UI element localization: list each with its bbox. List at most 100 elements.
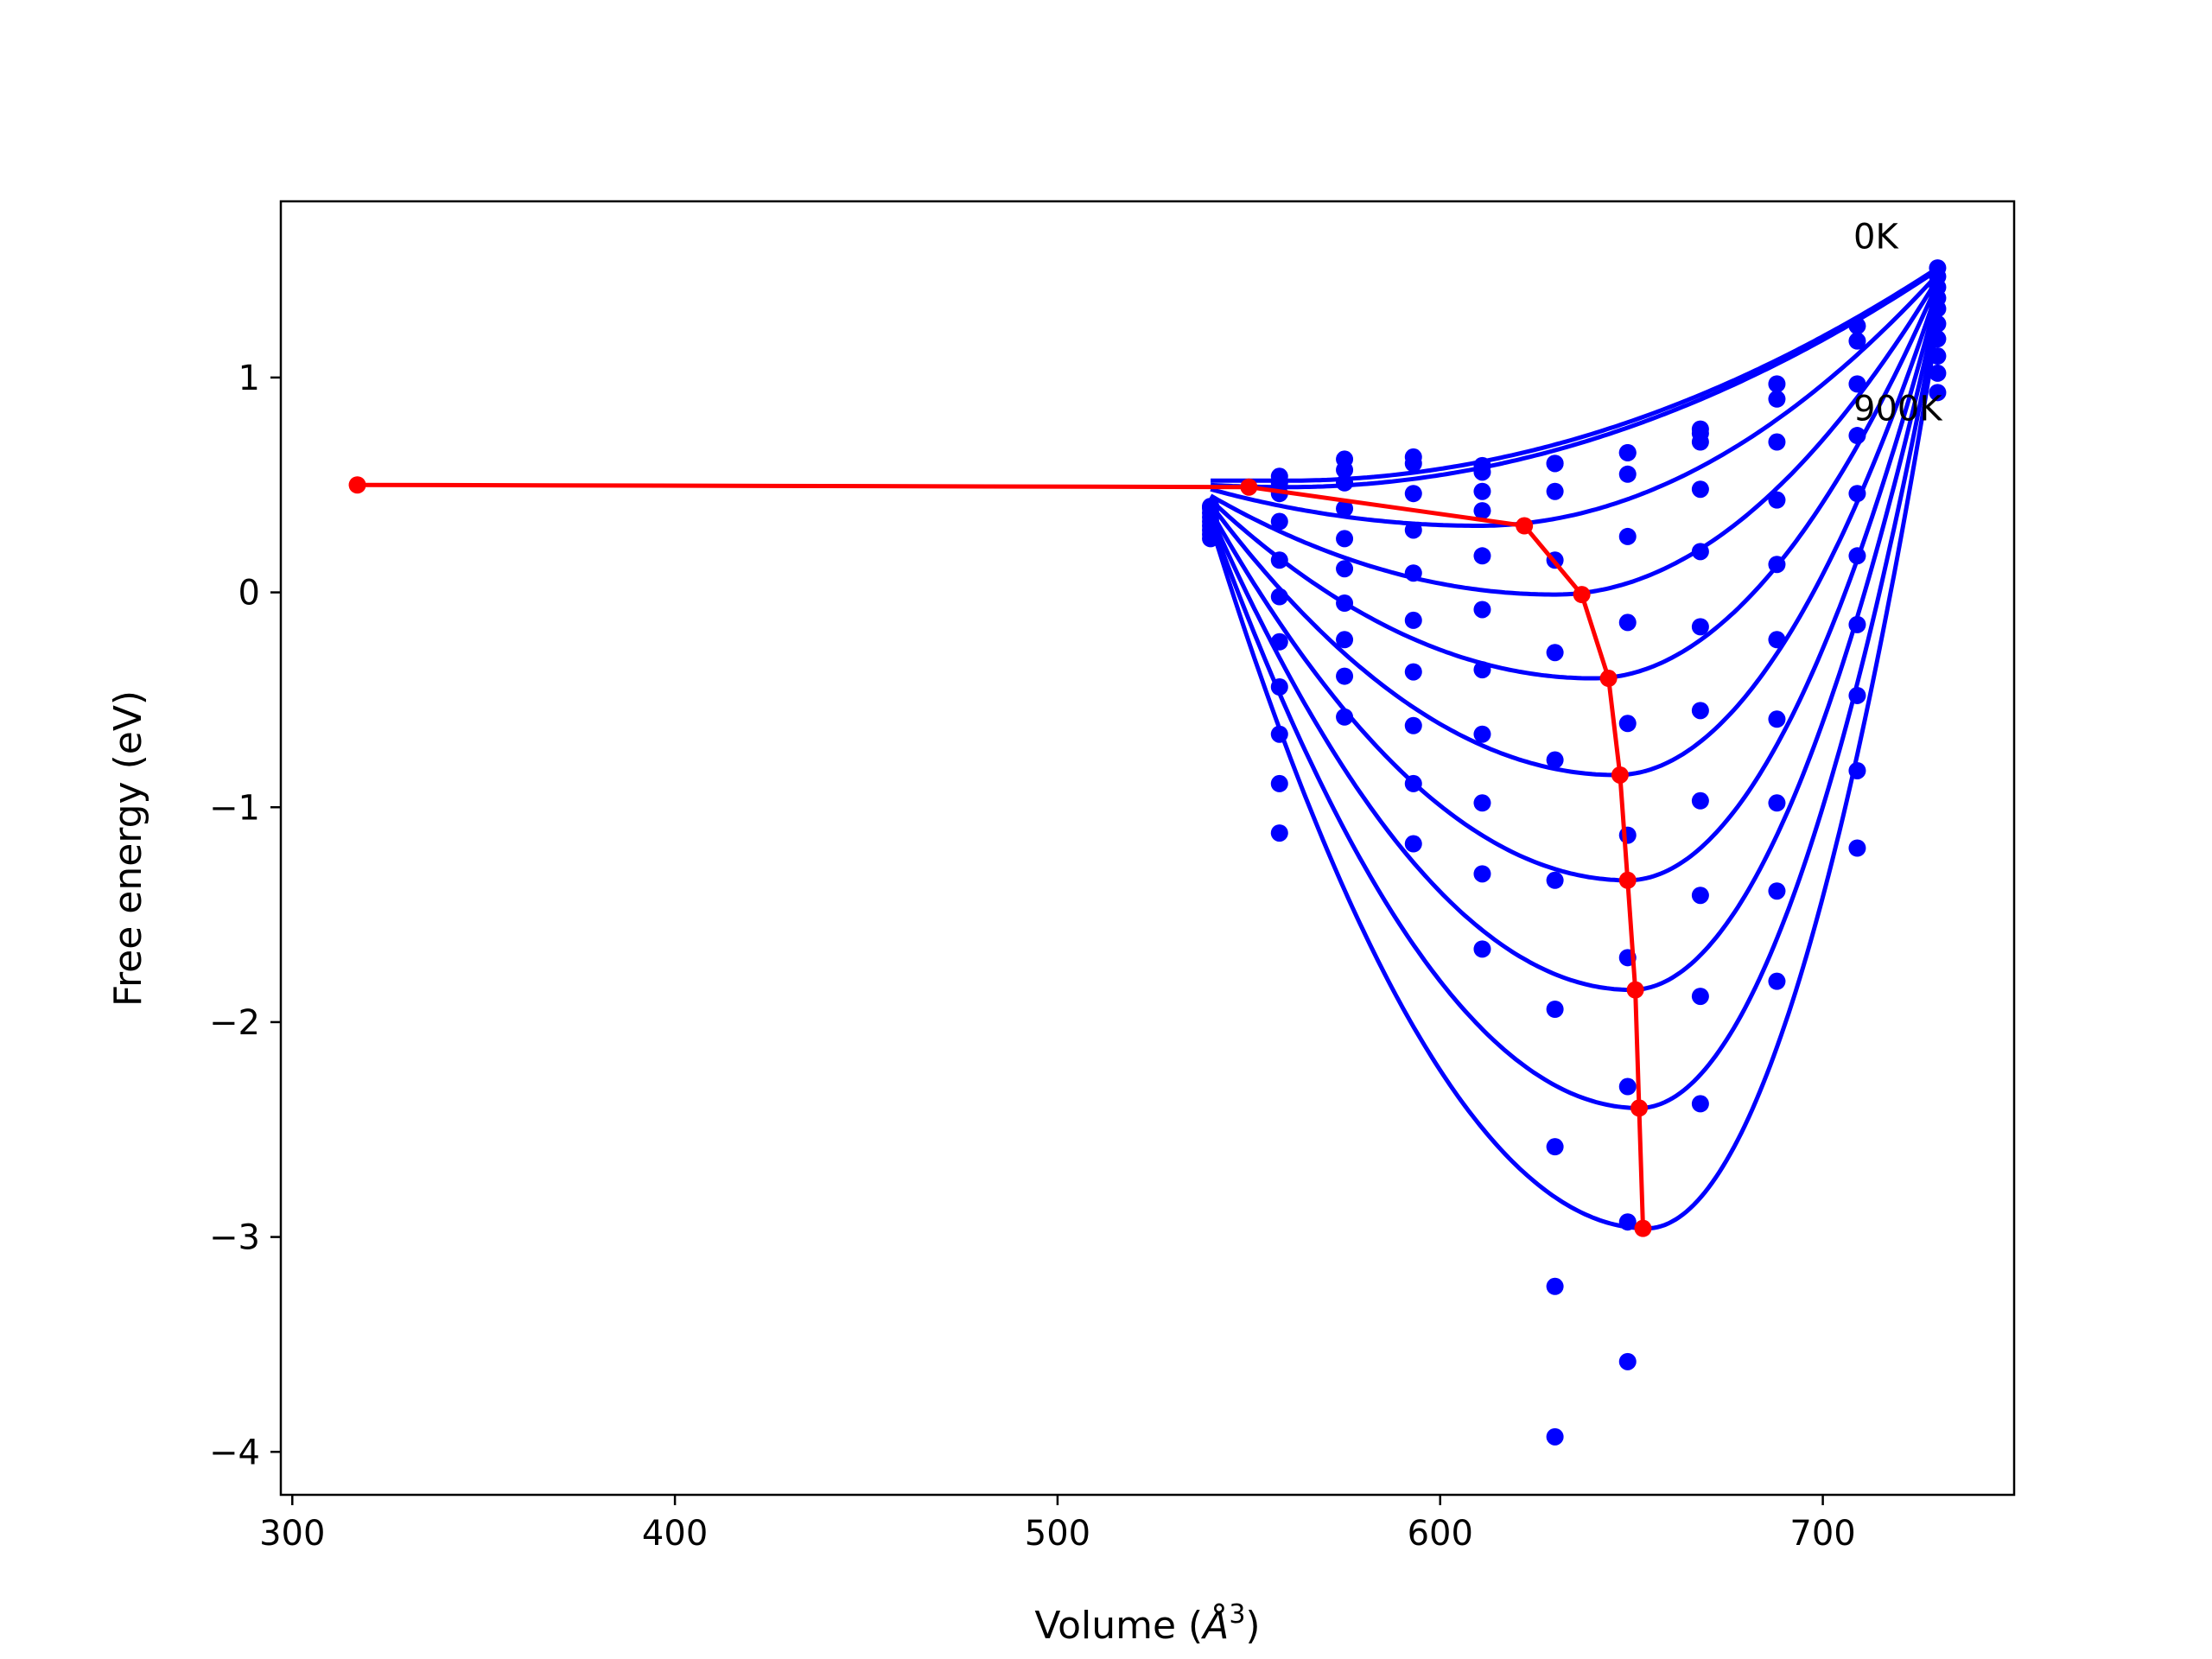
data-point <box>1929 300 1947 318</box>
data-point <box>1546 454 1564 473</box>
equilibrium-point <box>348 476 366 494</box>
data-point <box>1848 761 1866 779</box>
data-point <box>1404 611 1422 629</box>
data-point <box>1691 433 1709 451</box>
x-tick-label: 400 <box>642 1514 708 1554</box>
x-axis: 300 400 500 600 700 <box>259 1495 1856 1554</box>
data-point <box>1546 871 1564 889</box>
data-point <box>1618 826 1637 844</box>
data-point <box>1618 443 1637 461</box>
data-point <box>1270 725 1288 743</box>
x-tick-label: 300 <box>259 1514 325 1554</box>
data-point <box>1691 543 1709 561</box>
data-point <box>1848 332 1866 350</box>
x-axis-title-close: ) <box>1245 1604 1260 1648</box>
equilibrium-line <box>357 482 1645 1229</box>
fit-curve <box>1208 303 1940 993</box>
data-point <box>1336 631 1354 649</box>
x-axis-title-unit: Å <box>1200 1602 1229 1648</box>
data-point <box>1691 988 1709 1006</box>
data-point <box>1473 865 1491 883</box>
fit-curve <box>1209 282 1940 681</box>
data-point <box>1618 715 1637 733</box>
fit-curve <box>1208 295 1940 883</box>
data-point <box>1336 474 1354 492</box>
data-point <box>1618 1213 1637 1231</box>
data-point <box>1404 564 1422 582</box>
equilibrium-point <box>1634 1219 1652 1237</box>
data-point <box>1768 794 1786 812</box>
x-axis-title-text: Volume ( <box>1034 1604 1203 1648</box>
data-point <box>1768 390 1786 408</box>
data-point <box>1768 710 1786 728</box>
data-point <box>1546 751 1564 769</box>
annotations: 0K 900K <box>1853 218 1943 429</box>
data-point <box>1336 708 1354 726</box>
y-axis-title: Free energy (eV) <box>106 690 150 1007</box>
data-point <box>1691 791 1709 810</box>
data-point <box>1473 502 1491 520</box>
data-point <box>1848 375 1866 393</box>
data-point <box>1848 427 1866 445</box>
x-axis-title-exponent: 3 <box>1229 1599 1245 1630</box>
data-point <box>1270 632 1288 651</box>
y-tick-label: 0 <box>238 574 260 613</box>
equilibrium-point <box>1626 981 1644 999</box>
data-point <box>1618 1077 1637 1096</box>
data-point <box>1768 972 1786 990</box>
data-point <box>1929 384 1947 402</box>
data-point <box>1404 521 1422 539</box>
data-point <box>1848 686 1866 704</box>
data-point <box>1473 725 1491 743</box>
plot-frame <box>279 200 2016 1497</box>
data-point <box>1473 463 1491 481</box>
data-point <box>1768 882 1786 900</box>
data-point <box>1270 588 1288 606</box>
data-point <box>1618 613 1637 632</box>
y-tick-label: 1 <box>238 359 260 398</box>
data-point <box>1336 530 1354 548</box>
data-point <box>1270 774 1288 792</box>
fit-curve <box>1211 265 1939 483</box>
data-point <box>1473 661 1491 679</box>
equilibrium-point <box>1516 517 1534 535</box>
data-point <box>1270 512 1288 531</box>
data-point <box>1473 940 1491 958</box>
data-point <box>1336 461 1354 479</box>
data-point <box>1404 663 1422 681</box>
x-axis-title: Volume (Å3) <box>1034 1599 1260 1648</box>
data-point <box>1270 677 1288 696</box>
data-point <box>1404 774 1422 792</box>
fit-curve <box>1210 268 1939 490</box>
y-tick-label: −4 <box>209 1433 260 1472</box>
data-point <box>1691 1095 1709 1113</box>
equilibrium-point <box>1618 871 1637 889</box>
data-point <box>1546 1427 1564 1446</box>
fit-curves <box>1208 265 1940 1231</box>
x-tick-label: 500 <box>1025 1514 1090 1554</box>
data-point <box>1473 794 1491 812</box>
data-point <box>1473 547 1491 565</box>
data-point <box>1546 1001 1564 1019</box>
data-point <box>1618 465 1637 483</box>
data-point <box>1929 330 1947 348</box>
fit-curve <box>1208 312 1940 1110</box>
y-tick-label: −2 <box>209 1003 260 1043</box>
temperature-annotation: 0K <box>1853 218 1899 257</box>
data-point <box>1546 1138 1564 1156</box>
data-point <box>1848 615 1866 633</box>
data-point <box>1929 364 1947 382</box>
data-point <box>1336 594 1354 613</box>
data-point <box>1768 556 1786 574</box>
equilibrium-point <box>1630 1099 1649 1117</box>
data-point <box>1336 560 1354 578</box>
equilibrium-point <box>1240 478 1258 496</box>
equilibrium-point <box>1611 766 1629 784</box>
data-point <box>1336 499 1354 518</box>
data-point <box>1270 551 1288 569</box>
y-tick-label: −3 <box>209 1218 260 1258</box>
data-point <box>1768 491 1786 509</box>
data-point <box>1691 702 1709 720</box>
fit-curve <box>1210 272 1940 528</box>
